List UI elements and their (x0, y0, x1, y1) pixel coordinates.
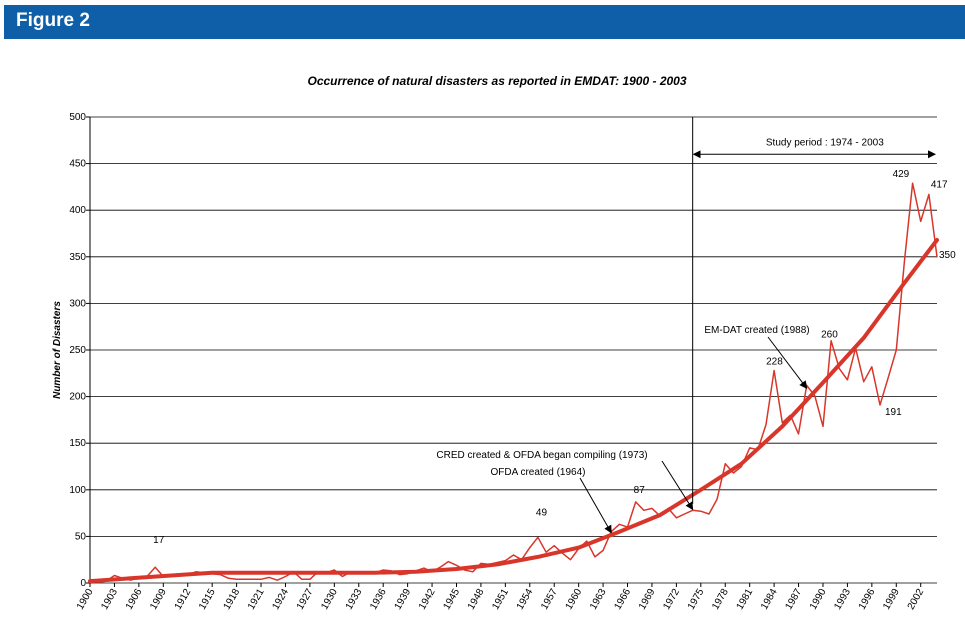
xtick-label-1963: 1963 (588, 587, 609, 612)
xtick-label-1969: 1969 (637, 587, 658, 612)
xtick-label-1933: 1933 (344, 587, 365, 612)
xtick-label-1984: 1984 (759, 587, 780, 612)
xtick-label-1966: 1966 (612, 587, 633, 612)
xtick-label-1948: 1948 (466, 587, 487, 612)
figure-label: Figure 2 (16, 10, 90, 31)
xtick-label-1921: 1921 (246, 587, 267, 612)
data-label-49: 49 (536, 507, 548, 518)
data-label-260: 260 (821, 330, 838, 341)
annotation-emdat-text: EM-DAT created (1988) (704, 325, 809, 336)
figure-header: Figure 2 (4, 5, 965, 39)
annotation-cred: CRED created & OFDA began compiling (197… (436, 450, 694, 511)
annotation-ofda-arrow (579, 477, 612, 534)
data-labels: 17 49 87 228 260 191 429 417 350 (153, 169, 956, 546)
ytick-label-50: 50 (75, 531, 87, 542)
xtick-label-1981: 1981 (735, 587, 756, 612)
annotation-emdat: EM-DAT created (1988) (704, 325, 810, 390)
xtick-label-1957: 1957 (539, 587, 560, 612)
xtick-label-1942: 1942 (417, 587, 438, 612)
xtick-label-1915: 1915 (197, 587, 218, 612)
grid-lines (86, 116, 937, 584)
annotation-ofda-text: OFDA created (1964) (490, 467, 585, 478)
data-label-191: 191 (885, 407, 902, 418)
data-label-87: 87 (634, 485, 646, 496)
xtick-label-1975: 1975 (686, 587, 707, 612)
series-trend-line (88, 238, 939, 584)
data-label-417: 417 (931, 179, 948, 190)
axes (89, 117, 922, 587)
annotation-emdat-arrow (767, 336, 808, 390)
ytick-label-250: 250 (69, 345, 86, 356)
xtick-label-1936: 1936 (368, 587, 389, 612)
series-lines (88, 182, 939, 584)
xtick-label-1945: 1945 (441, 587, 462, 612)
study-period: Study period : 1974 - 2003 (692, 117, 936, 504)
ytick-label-150: 150 (69, 438, 86, 449)
xtick-label-1918: 1918 (222, 587, 243, 612)
xtick-label-1912: 1912 (173, 587, 194, 612)
xtick-label-1951: 1951 (490, 587, 511, 612)
xtick-label-2002: 2002 (906, 587, 927, 612)
chart-title: Occurrence of natural disasters as repor… (307, 74, 686, 88)
xtick-label-1990: 1990 (808, 587, 829, 612)
xtick-label-1993: 1993 (832, 587, 853, 612)
xtick-label-1972: 1972 (661, 587, 682, 612)
annotation-ofda: OFDA created (1964) (490, 467, 612, 534)
data-label-429: 429 (893, 169, 910, 180)
xtick-label-1909: 1909 (148, 587, 169, 612)
xtick-label-1903: 1903 (99, 587, 120, 612)
ytick-label-500: 500 (69, 112, 86, 123)
annotation-cred-text: CRED created & OFDA began compiling (197… (436, 450, 647, 461)
ytick-label-450: 450 (69, 159, 86, 170)
xtick-label-1960: 1960 (564, 587, 585, 612)
data-label-228: 228 (766, 357, 783, 368)
data-label-17: 17 (153, 535, 165, 546)
xtick-label-1924: 1924 (270, 587, 291, 612)
xtick-label-1927: 1927 (295, 587, 316, 612)
xtick-label-1930: 1930 (319, 587, 340, 612)
xtick-label-1999: 1999 (881, 587, 902, 612)
data-label-350: 350 (939, 250, 956, 261)
annotation-cred-arrow (661, 460, 694, 511)
xtick-label-1978: 1978 (710, 587, 731, 612)
xtick-label-1987: 1987 (783, 587, 804, 612)
xtick-label-1906: 1906 (124, 587, 145, 612)
ytick-label-350: 350 (69, 252, 86, 263)
x-tick-labels: 1900 1903 1906 1909 1912 1915 1918 1921 1924 1927… (75, 587, 927, 612)
series-annual-line (89, 182, 938, 583)
y-tick-labels: 0 50 100 150 200 250 300 350 400 450 500 (69, 112, 86, 589)
xtick-label-1939: 1939 (393, 587, 414, 612)
xtick-label-1996: 1996 (857, 587, 878, 612)
ytick-label-100: 100 (69, 485, 86, 496)
study-period-label: Study period : 1974 - 2003 (766, 137, 884, 148)
y-axis-label: Number of Disasters (52, 301, 63, 399)
ytick-label-200: 200 (69, 392, 86, 403)
xtick-label-1900: 1900 (75, 587, 96, 612)
xtick-label-1954: 1954 (515, 587, 536, 612)
ytick-label-0: 0 (80, 578, 86, 589)
ytick-label-300: 300 (69, 298, 86, 309)
ytick-label-400: 400 (69, 205, 86, 216)
